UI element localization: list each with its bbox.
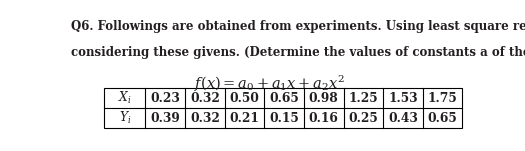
Text: 0.50: 0.50: [229, 92, 259, 105]
Text: 0.65: 0.65: [428, 112, 457, 125]
Text: 0.23: 0.23: [150, 92, 180, 105]
Text: 0.39: 0.39: [150, 112, 180, 125]
Text: Q6. Followings are obtained from experiments. Using least square regression fit : Q6. Followings are obtained from experim…: [70, 20, 525, 33]
Text: 0.43: 0.43: [388, 112, 418, 125]
Text: 0.32: 0.32: [190, 112, 220, 125]
Text: 0.21: 0.21: [229, 112, 259, 125]
Bar: [104, 88, 463, 128]
Text: 1.53: 1.53: [388, 92, 418, 105]
Text: 0.65: 0.65: [269, 92, 299, 105]
Text: 1.25: 1.25: [349, 92, 378, 105]
Text: 0.16: 0.16: [309, 112, 339, 125]
Text: considering these givens. (Determine the values of constants a of the equation i: considering these givens. (Determine the…: [70, 46, 525, 59]
Text: $f(x)=a_0+a_1x+a_2x^2$: $f(x)=a_0+a_1x+a_2x^2$: [194, 74, 344, 94]
Text: 0.15: 0.15: [269, 112, 299, 125]
Text: $Y_i$: $Y_i$: [119, 110, 131, 126]
Text: 0.25: 0.25: [349, 112, 378, 125]
Text: 0.98: 0.98: [309, 92, 339, 105]
Text: $X_i$: $X_i$: [118, 90, 132, 106]
Text: 1.75: 1.75: [428, 92, 457, 105]
Text: 0.32: 0.32: [190, 92, 220, 105]
